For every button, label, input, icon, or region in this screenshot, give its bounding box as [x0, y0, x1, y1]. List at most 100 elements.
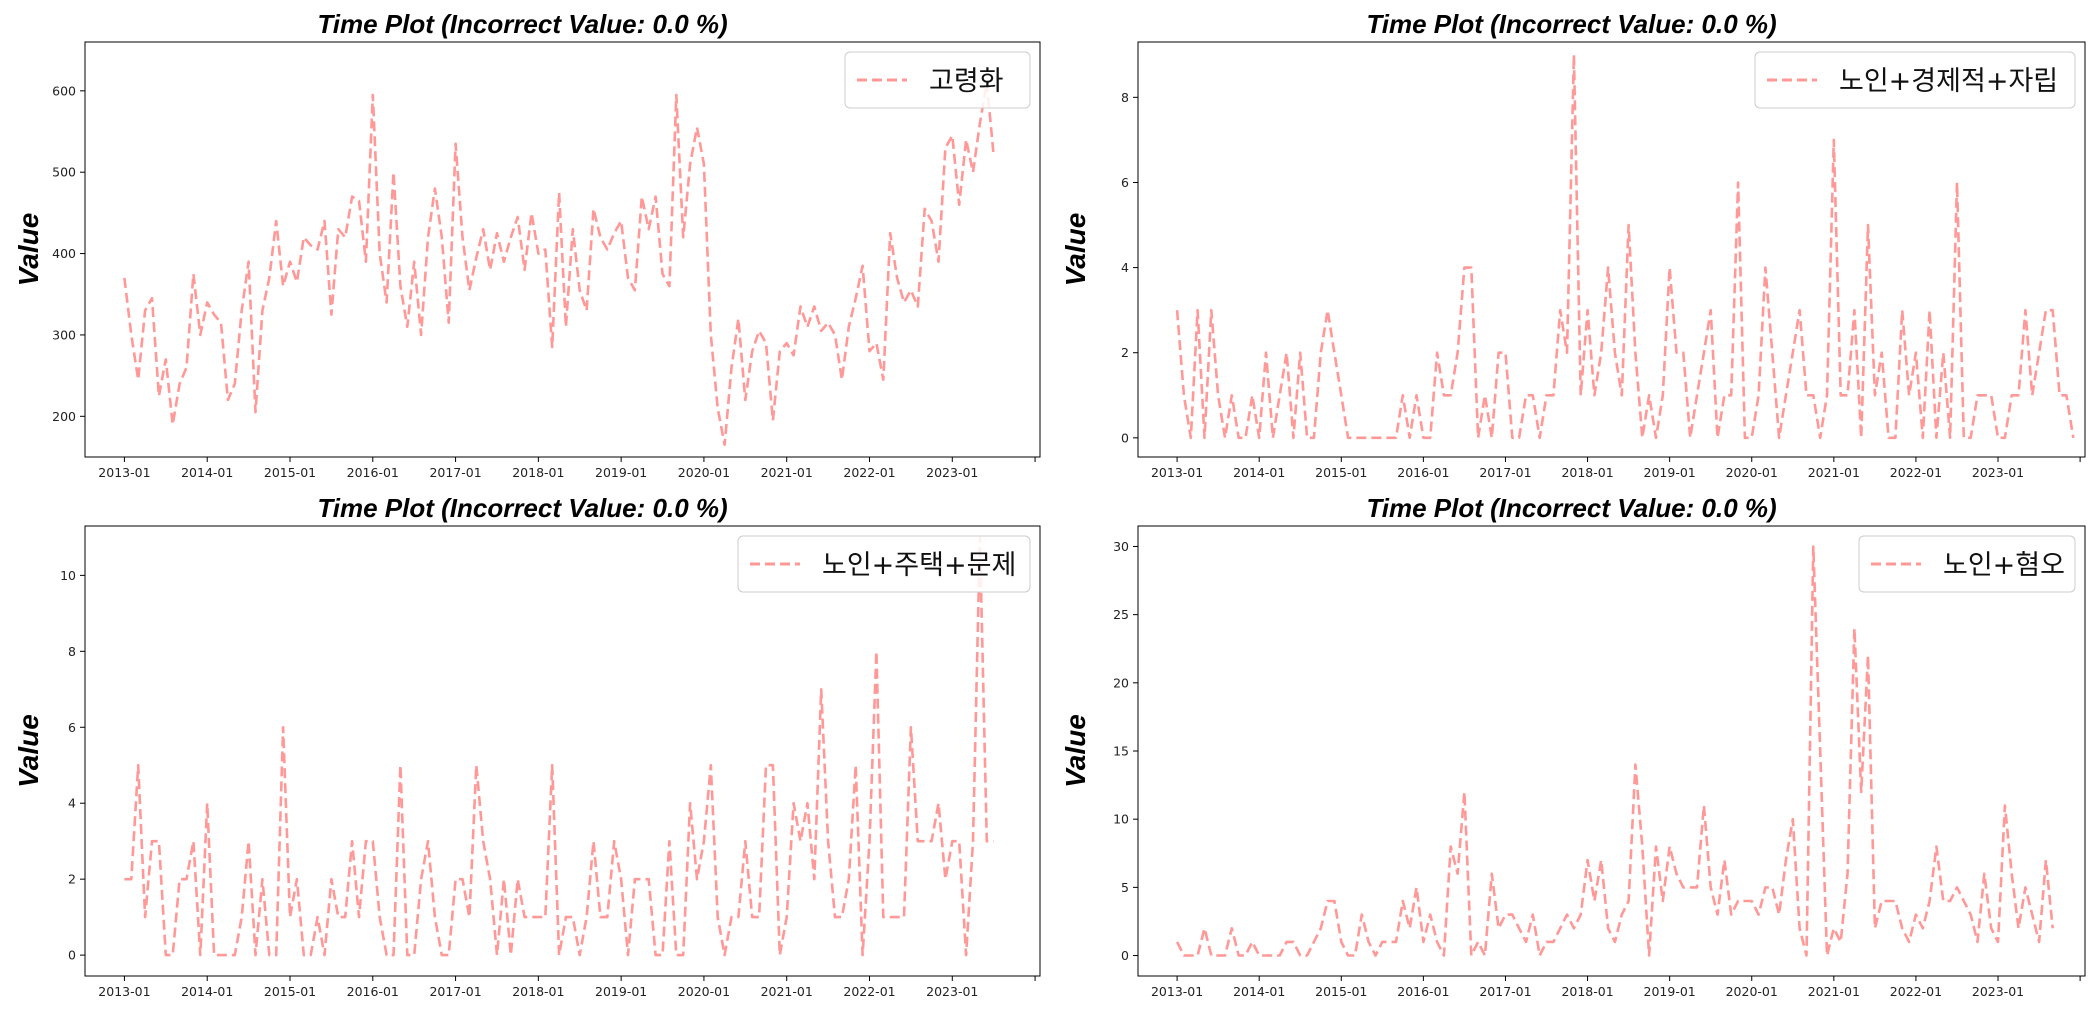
- x-tick-label: 2019-01: [1644, 465, 1696, 480]
- x-tick-label: 2014-01: [181, 465, 233, 480]
- y-tick-label: 0: [68, 948, 76, 963]
- x-tick-label: 2017-01: [429, 465, 481, 480]
- y-tick-label: 8: [68, 644, 76, 659]
- x-tick-label: 2020-01: [678, 465, 730, 480]
- series-line: [1175, 545, 2054, 957]
- x-tick-label: 2021-01: [761, 465, 813, 480]
- x-tick-label: 2019-01: [595, 465, 647, 480]
- y-tick-label: 400: [52, 246, 76, 261]
- x-tick-label: 2015-01: [1315, 984, 1367, 999]
- x-tick-label: 2023-01: [1972, 984, 2024, 999]
- x-tick-label: 2016-01: [347, 465, 399, 480]
- y-tick-label: 25: [1113, 607, 1129, 622]
- x-tick-label: 2013-01: [98, 465, 150, 480]
- x-tick-label: 2018-01: [1561, 984, 1613, 999]
- x-tick-label: 2022-01: [1890, 465, 1942, 480]
- y-tick-label: 0: [1121, 430, 1129, 445]
- legend-box: [1754, 51, 2076, 109]
- y-tick-label: 6: [1121, 175, 1129, 190]
- chart-title: Time Plot (Incorrect Value: 0.0 %): [1366, 493, 1776, 523]
- x-tick-label: 2020-01: [1726, 984, 1778, 999]
- x-tick-label: 2013-01: [98, 984, 150, 999]
- legend-box: [844, 51, 1031, 109]
- x-tick-label: 2017-01: [1479, 984, 1531, 999]
- legend-label: 고령화: [929, 66, 1004, 97]
- x-tick-label: 2019-01: [595, 984, 647, 999]
- x-tick-label: 2017-01: [1479, 465, 1531, 480]
- x-tick-label: 2021-01: [1808, 984, 1860, 999]
- x-tick-label: 2014-01: [1233, 465, 1285, 480]
- x-tick-label: 2016-01: [347, 984, 399, 999]
- series-line: [1175, 53, 2075, 440]
- x-tick-label: 2018-01: [512, 465, 564, 480]
- x-tick-label: 2014-01: [181, 984, 233, 999]
- legend: 노인+혐오: [1858, 535, 2076, 593]
- chart-panel-bottom-left: Time Plot (Incorrect Value: 0.0 %) Value 0…: [0, 484, 1047, 1011]
- chart-bottom-left: Time Plot (Incorrect Value: 0.0 %) Value 0…: [13, 493, 1041, 999]
- y-tick-label: 2: [68, 872, 76, 887]
- legend: 노인+경제적+자립: [1754, 51, 2076, 109]
- x-tick-label: 2014-01: [1233, 984, 1285, 999]
- y-tick-label: 0: [1121, 948, 1129, 963]
- chart-title: Time Plot (Incorrect Value: 0.0 %): [1366, 9, 1776, 39]
- chart-panel-bottom-right: Time Plot (Incorrect Value: 0.0 %) Value 0…: [1055, 484, 2094, 1011]
- y-tick-label: 15: [1113, 744, 1129, 759]
- x-tick-label: 2022-01: [843, 465, 895, 480]
- chart-title: Time Plot (Incorrect Value: 0.0 %): [317, 493, 727, 523]
- x-tick-label: 2016-01: [1397, 465, 1449, 480]
- y-tick-label: 10: [1113, 812, 1129, 827]
- y-tick-label: 6: [68, 720, 76, 735]
- series-line: [124, 536, 994, 957]
- y-tick-label: 10: [60, 568, 76, 583]
- y-tick-label: 600: [52, 83, 76, 98]
- plot-frame: [1137, 525, 2086, 977]
- legend-box: [737, 535, 1031, 593]
- y-tick-label: 2: [1121, 345, 1129, 360]
- legend-box: [1858, 535, 2076, 593]
- legend-label: 노인+혐오: [1943, 550, 2065, 581]
- y-axis-label: Value: [13, 714, 44, 788]
- y-axis-label: Value: [13, 213, 44, 287]
- x-tick-label: 2022-01: [843, 984, 895, 999]
- y-tick-label: 5: [1121, 880, 1129, 895]
- y-axis-label: Value: [1060, 714, 1091, 788]
- x-tick-label: 2018-01: [512, 984, 564, 999]
- x-tick-label: 2023-01: [926, 465, 978, 480]
- y-tick-label: 200: [52, 409, 76, 424]
- legend-label: 노인+주택+문제: [822, 550, 1016, 581]
- x-tick-label: 2020-01: [678, 984, 730, 999]
- chart-top-right: Time Plot (Incorrect Value: 0.0 %) Value 0…: [1060, 9, 2086, 480]
- x-tick-label: 2021-01: [761, 984, 813, 999]
- chart-title: Time Plot (Incorrect Value: 0.0 %): [317, 9, 727, 39]
- legend: 고령화: [844, 51, 1031, 109]
- series-line: [123, 81, 995, 447]
- chart-panel-top-left: Time Plot (Incorrect Value: 0.0 %) Value 2…: [0, 0, 1047, 480]
- y-tick-label: 30: [1113, 539, 1129, 554]
- legend-label: 노인+경제적+자립: [1839, 66, 2058, 97]
- chart-panel-top-right: Time Plot (Incorrect Value: 0.0 %) Value 0…: [1055, 0, 2094, 480]
- x-tick-label: 2015-01: [1315, 465, 1367, 480]
- x-tick-label: 2015-01: [264, 984, 316, 999]
- x-tick-label: 2019-01: [1644, 984, 1696, 999]
- plot-frame: [1137, 41, 2086, 458]
- y-tick-label: 500: [52, 165, 76, 180]
- x-tick-label: 2021-01: [1808, 465, 1860, 480]
- x-tick-label: 2022-01: [1890, 984, 1942, 999]
- x-tick-label: 2015-01: [264, 465, 316, 480]
- x-tick-label: 2023-01: [926, 984, 978, 999]
- x-tick-label: 2016-01: [1397, 984, 1449, 999]
- y-tick-label: 300: [52, 327, 76, 342]
- x-tick-label: 2013-01: [1151, 465, 1203, 480]
- x-tick-label: 2023-01: [1972, 465, 2024, 480]
- x-tick-label: 2017-01: [429, 984, 481, 999]
- y-axis-label: Value: [1060, 213, 1091, 287]
- x-tick-label: 2013-01: [1151, 984, 1203, 999]
- y-tick-label: 20: [1113, 675, 1129, 690]
- plot-frame: [84, 525, 1041, 977]
- y-tick-label: 8: [1121, 90, 1129, 105]
- x-tick-label: 2018-01: [1561, 465, 1613, 480]
- y-tick-label: 4: [1121, 260, 1129, 275]
- y-tick-label: 4: [68, 796, 76, 811]
- legend: 노인+주택+문제: [737, 535, 1031, 593]
- chart-top-left: Time Plot (Incorrect Value: 0.0 %) Value 2…: [13, 9, 1041, 480]
